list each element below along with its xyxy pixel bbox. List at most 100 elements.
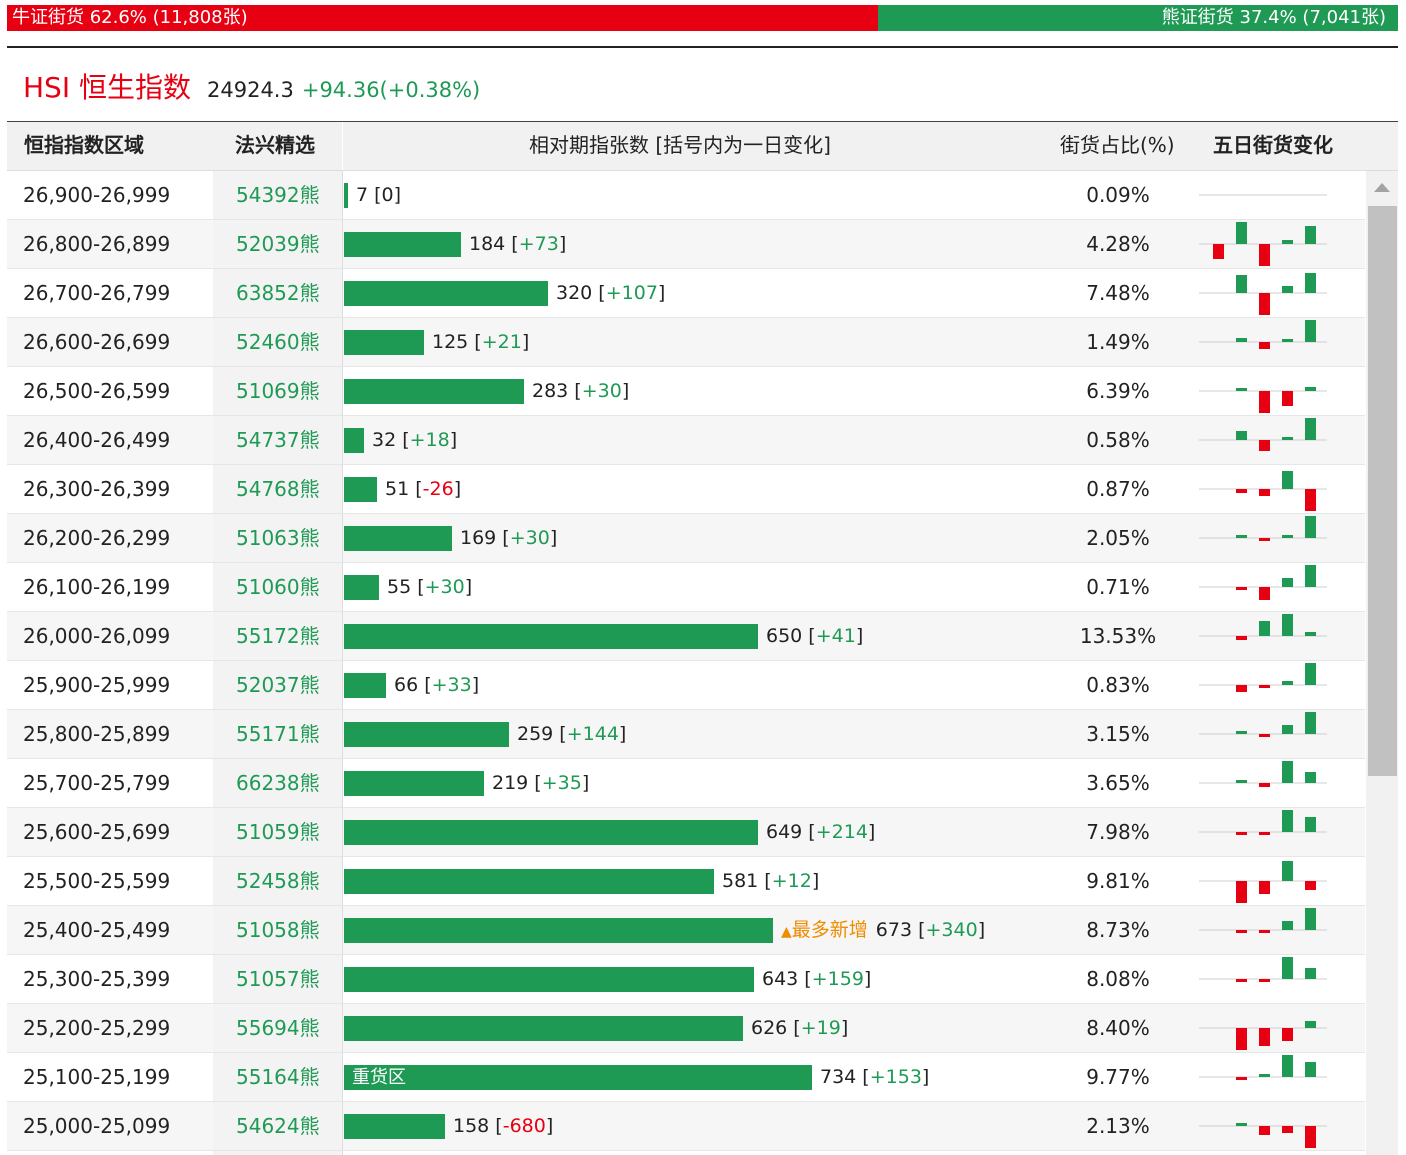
contracts-label: 66 [+33] [394,674,480,696]
contracts-delta: +12 [771,870,812,892]
table-row[interactable]: 26,300-26,399 54768熊 51 [-26] 0.87% [7,465,1365,514]
table-row[interactable]: 25,000-25,099 54624熊 158 [-680] 2.13% [7,1102,1365,1151]
table-row[interactable]: 26,900-26,999 54392熊 7 [0] 0.09% [7,171,1365,220]
five-day-trend-chart [1199,663,1327,692]
share-value: 8.73% [1086,918,1150,942]
index-value: 24924.3 [207,78,294,102]
contracts-bar [344,673,386,698]
vertical-scrollbar[interactable] [1366,171,1398,1155]
column-header-contracts: 相对期指张数 [括号内为一日变化] [529,133,831,157]
triangle-up-icon[interactable] [1374,183,1390,192]
bear-code-link[interactable]: 63852熊 [236,281,320,305]
trend-bar [1236,535,1247,538]
index-range: 25,800-25,899 [23,722,171,746]
contracts-label: 32 [+18] [372,429,458,451]
bear-code-link[interactable]: 55171熊 [236,722,320,746]
scrollbar-thumb[interactable] [1368,206,1397,776]
table-row[interactable]: 25,700-25,799 66238熊 219 [+35] 3.65% [7,759,1365,808]
bear-code-link[interactable]: 51069熊 [236,379,320,403]
trend-bar [1305,489,1316,511]
bear-code-link[interactable]: 52039熊 [236,232,320,256]
contracts-value: 55 [387,576,412,598]
trend-bar [1282,535,1293,538]
bear-code-link[interactable]: 51063熊 [236,526,320,550]
five-day-trend-chart [1199,861,1327,903]
contracts-bar [344,526,452,551]
trend-bar [1305,1021,1316,1028]
table-row[interactable]: 24,900-24,999 [7,1151,1365,1155]
contracts-delta: +159 [811,968,864,990]
table-row[interactable]: 25,200-25,299 55694熊 626 [+19] 8.40% [7,1004,1365,1053]
pick-cell: 51059熊 [213,808,343,856]
contracts-value: 66 [394,674,419,696]
share-value: 0.58% [1086,428,1150,452]
index-range: 26,800-26,899 [23,232,171,256]
table-row[interactable]: 26,200-26,299 51063熊 169 [+30] 2.05% [7,514,1365,563]
pick-cell: 54737熊 [213,416,343,464]
five-day-trend-chart [1199,565,1327,600]
share-value: 1.49% [1086,330,1150,354]
trend-bar [1305,908,1316,930]
bull-bear-ratio-bar: 牛证街货 62.6% (11,808张) 熊证街货 37.4% (7,041张) [7,5,1398,31]
table-row[interactable]: 26,100-26,199 51060熊 55 [+30] 0.71% [7,563,1365,612]
table-row[interactable]: 26,600-26,699 52460熊 125 [+21] 1.49% [7,318,1365,367]
index-range: 25,500-25,599 [23,869,171,893]
bear-code-link[interactable]: 55164熊 [236,1065,320,1089]
contracts-delta: +73 [518,233,559,255]
bear-code-link[interactable]: 54768熊 [236,477,320,501]
table-row[interactable]: 25,300-25,399 51057熊 643 [+159] 8.08% [7,955,1365,1004]
contracts-value: 32 [372,429,397,451]
table-row[interactable]: 26,700-26,799 63852熊 320 [+107] 7.48% [7,269,1365,318]
table-row[interactable]: 25,900-25,999 52037熊 66 [+33] 0.83% [7,661,1365,710]
contracts-bar [344,624,758,649]
index-name[interactable]: HSI 恒生指数 [23,71,191,104]
trend-bar [1236,338,1247,342]
five-day-trend-chart [1199,761,1327,787]
bear-code-link[interactable]: 51060熊 [236,575,320,599]
bear-code-link[interactable]: 55172熊 [236,624,320,648]
share-value: 2.13% [1086,1114,1150,1138]
bear-code-link[interactable]: 54624熊 [236,1114,320,1138]
contracts-delta: +18 [409,429,450,451]
bear-code-link[interactable]: 54737熊 [236,428,320,452]
pick-cell: 51060熊 [213,563,343,611]
table-row[interactable]: 25,100-25,199 55164熊 重货区 734 [+153] 9.77% [7,1053,1365,1102]
table-row[interactable]: 25,600-25,699 51059熊 649 [+214] 7.98% [7,808,1365,857]
contracts-bar: 重货区 [344,1065,812,1090]
bear-code-link[interactable]: 51058熊 [236,918,320,942]
contracts-bar [344,477,377,502]
share-value: 8.08% [1086,967,1150,991]
table-row[interactable]: 26,400-26,499 54737熊 32 [+18] 0.58% [7,416,1365,465]
table-row[interactable]: 25,400-25,499 51058熊 ▲最多新增 673 [+340] 8.73% [7,906,1365,955]
bear-code-link[interactable]: 51057熊 [236,967,320,991]
trend-bar [1259,832,1270,835]
table-row[interactable]: 26,800-26,899 52039熊 184 [+73] 4.28% [7,220,1365,269]
contracts-delta: +41 [815,625,856,647]
trend-bar [1305,1126,1316,1148]
table-row[interactable]: 25,800-25,899 55171熊 259 [+144] 3.15% [7,710,1365,759]
bear-code-link[interactable]: 52460熊 [236,330,320,354]
bear-code-link[interactable]: 51059熊 [236,820,320,844]
contracts-label: 219 [+35] [492,772,590,794]
bear-code-link[interactable]: 66238熊 [236,771,320,795]
five-day-trend-chart [1199,516,1327,541]
index-range: 25,900-25,999 [23,673,171,697]
table-row[interactable]: 26,500-26,599 51069熊 283 [+30] 6.39% [7,367,1365,416]
trend-bar [1282,437,1293,440]
column-header-pick: 法兴精选 [235,133,315,157]
pick-cell: 55171熊 [213,710,343,758]
five-day-trend-chart [1199,1021,1327,1050]
bear-code-link[interactable]: 52037熊 [236,673,320,697]
bear-code-link[interactable]: 52458熊 [236,869,320,893]
contracts-value: 581 [722,870,759,892]
table-row[interactable]: 25,500-25,599 52458熊 581 [+12] 9.81% [7,857,1365,906]
trend-bar [1236,388,1247,391]
contracts-value: 649 [766,821,803,843]
table-row[interactable]: 26,000-26,099 55172熊 650 [+41] 13.53% [7,612,1365,661]
contracts-delta: +21 [481,331,522,353]
five-day-trend-chart [1199,614,1327,640]
bear-code-link[interactable]: 55694熊 [236,1016,320,1040]
contracts-value: 626 [751,1017,788,1039]
contracts-delta: 0 [381,184,394,206]
bear-code-link[interactable]: 54392熊 [236,183,320,207]
